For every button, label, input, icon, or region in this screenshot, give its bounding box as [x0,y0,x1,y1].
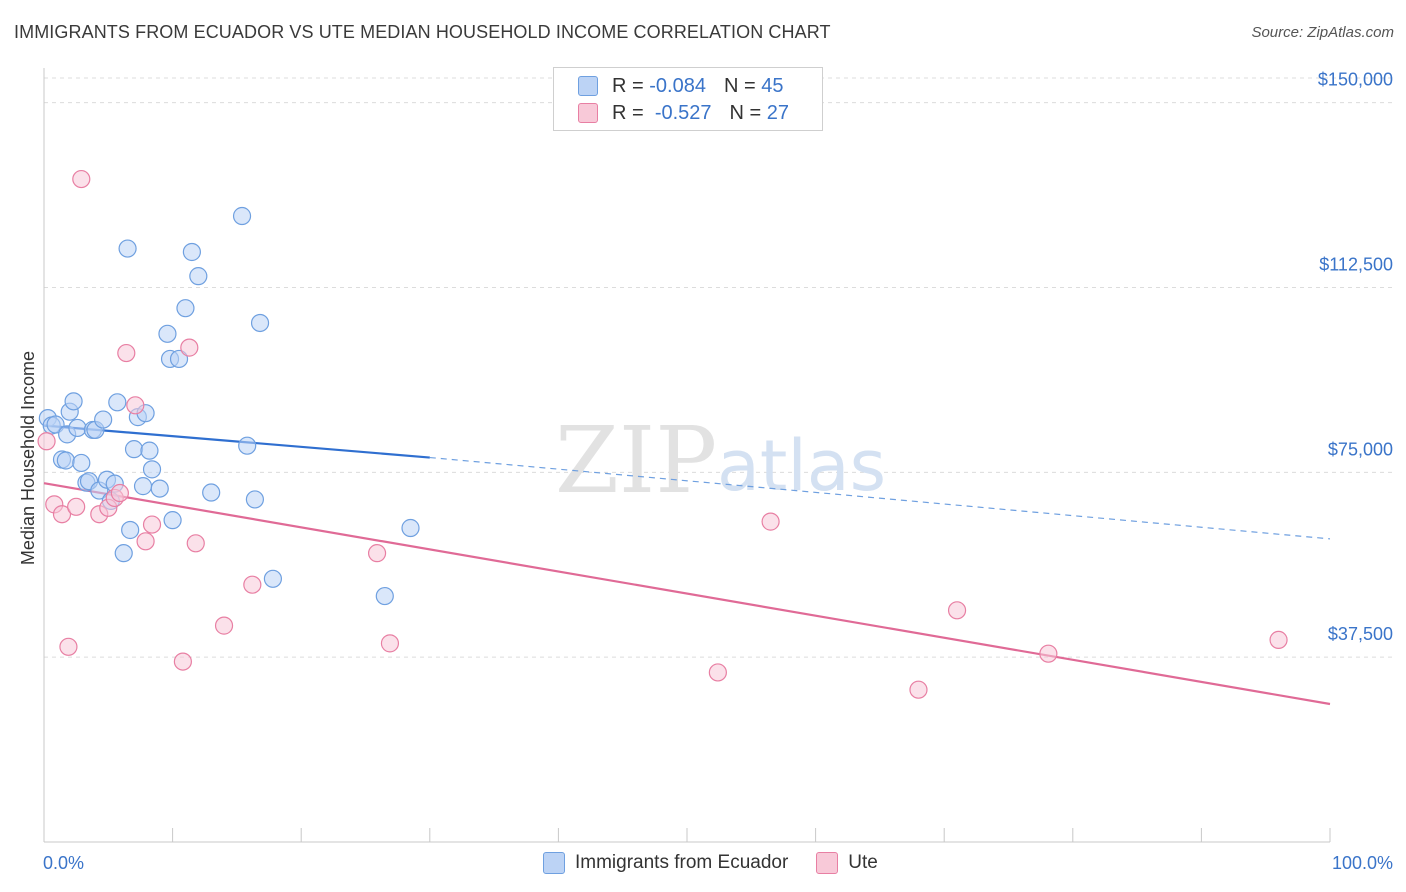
point-ecuador [163,511,182,530]
legend-swatch-pink [578,103,598,123]
legend-row-ute: R = -0.527 N = 27 [578,101,789,125]
point-ecuador [169,349,189,369]
point-ecuador [182,242,201,262]
chart-title: IMMIGRANTS FROM ECUADOR VS UTE MEDIAN HO… [14,22,831,42]
point-ecuador [118,239,137,258]
point-ecuador [250,313,270,333]
point-ute [1269,630,1288,650]
point-ute [214,616,234,635]
x-tick-label-start: 0.0% [43,853,84,873]
source-label: Source: ZipAtlas.com [1251,24,1394,41]
point-ecuador [46,415,65,434]
point-ecuador [94,410,113,429]
series-legend-ute[interactable]: Ute [816,852,878,874]
point-ecuador [401,518,420,538]
axes [43,68,1331,843]
point-ute [186,534,205,553]
watermark-atlas: atlas [717,425,886,507]
point-ecuador [108,393,127,412]
point-ute [367,544,387,563]
point-ecuador [140,441,159,460]
point-ute [708,663,727,682]
point-ecuador [238,436,257,455]
point-ecuador [263,569,283,588]
point-ute [1039,644,1058,663]
y-axis-label: Median Household Income [18,351,38,565]
x-tick-label-end: 100.0% [1332,853,1393,873]
legend-row-ecuador: R = -0.084 N = 45 [578,74,783,98]
point-ute [52,505,72,524]
point-ute [117,343,136,363]
point-ute [761,512,780,531]
series-legend-label: Immigrants from Ecuador [575,852,789,873]
legend-n-value: 27 [766,101,790,124]
point-ecuador [150,479,169,498]
point-ute [142,515,162,534]
trend-line-ecuador-solid [43,424,430,459]
legend-swatch-pink [816,852,839,874]
point-ute [947,601,967,620]
point-ute [37,432,56,451]
legend-n-label: N = [723,74,756,97]
y-tick-label: $75,000 [1328,439,1393,459]
point-ute [380,634,400,653]
point-ecuador [68,418,87,438]
legend-swatch-blue [543,852,565,874]
legend-r-label: R = [612,74,644,97]
point-ute [126,396,145,415]
series-legend: Immigrants from Ecuador Ute [543,852,906,874]
legend-r-value: -0.527 [654,101,712,124]
y-tick-label: $150,000 [1318,70,1393,90]
trend-line-ecuador-dashed [429,456,1331,540]
y-tick-label: $37,500 [1328,624,1393,644]
point-ute [59,637,78,656]
point-ecuador [142,460,162,479]
trend-lines [43,424,1331,706]
point-ecuador [232,206,252,226]
point-ute [110,483,129,503]
point-ecuador [121,520,140,540]
grid-lines [44,77,1394,658]
point-ecuador [64,392,83,411]
point-ecuador [158,324,177,343]
series-legend-ecuador[interactable]: Immigrants from Ecuador [543,852,788,874]
correlation-legend: R = -0.084 N = 45 R = -0.527 N = 27 [553,67,823,131]
trend-line-ute [43,482,1331,706]
point-ecuador [114,544,133,563]
legend-r-value: -0.084 [649,74,706,97]
point-ute [180,338,199,357]
legend-swatch-blue [578,76,598,96]
data-points [37,169,1288,699]
point-ecuador [202,483,221,502]
series-legend-label: Ute [848,852,878,873]
point-ecuador [124,440,144,459]
tick-labels: $37,500 $75,000 $112,500 $150,000 0.0% 100.0% [43,70,1393,873]
point-ute [909,680,928,699]
point-ecuador [375,586,394,606]
point-ute [67,497,86,516]
y-tick-label: $112,500 [1319,254,1393,274]
point-ecuador [245,490,265,509]
legend-r-label: R = [612,101,644,124]
point-ecuador [189,267,208,286]
point-ute [243,575,262,594]
point-ecuador [56,451,75,470]
point-ute [72,169,91,189]
point-ute [173,652,192,671]
point-ecuador [72,453,91,473]
legend-n-label: N = [729,101,762,124]
point-ecuador [176,299,195,318]
legend-n-value: 45 [761,74,784,97]
point-ute [136,532,155,551]
point-ecuador [133,477,153,496]
watermark-zip: ZIP [555,407,717,514]
